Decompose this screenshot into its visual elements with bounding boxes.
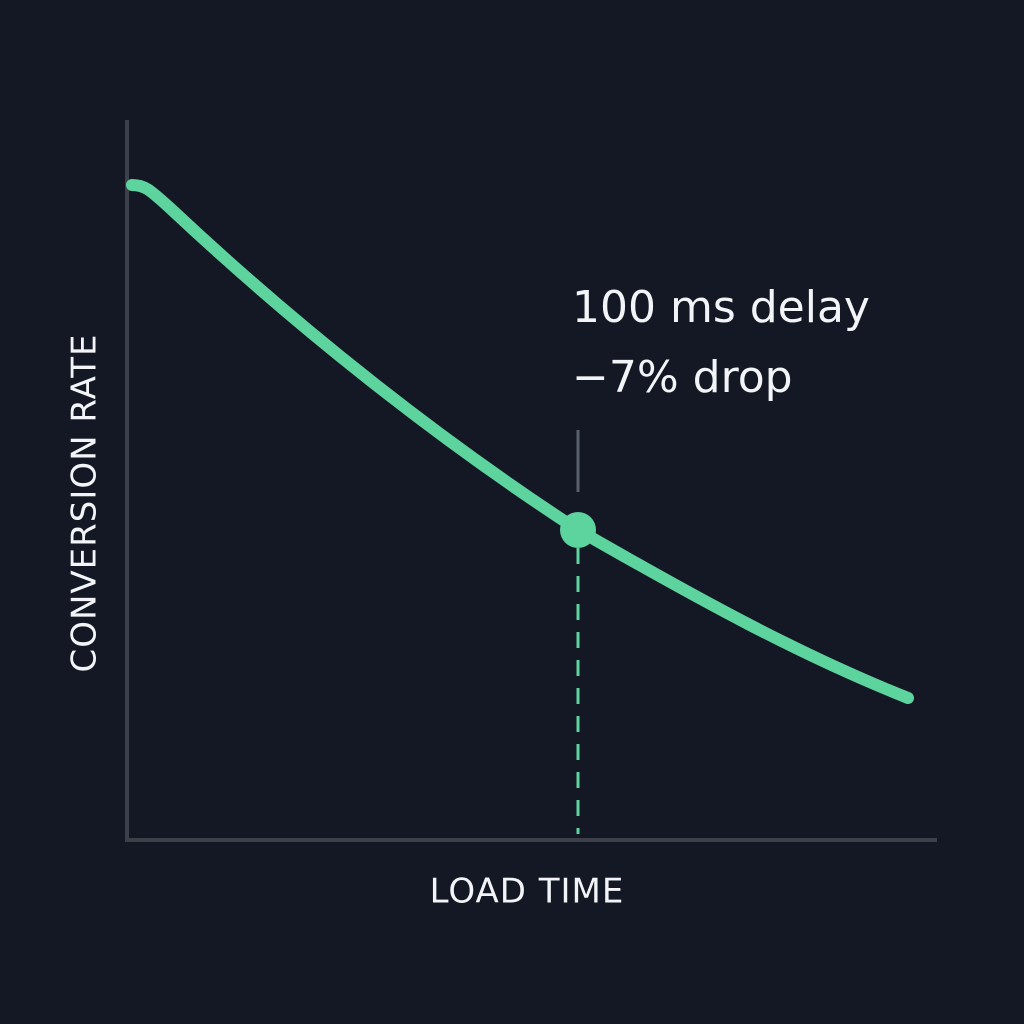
highlight-point bbox=[560, 512, 596, 548]
plot-area bbox=[126, 179, 914, 704]
annotation: −7% drop bbox=[572, 352, 793, 403]
y-axis-label: CONVERSION RATE bbox=[65, 333, 105, 672]
trend-curve bbox=[126, 179, 914, 704]
x-axis-label: LOAD TIME bbox=[430, 872, 625, 912]
annotation: 100 ms delay bbox=[572, 282, 870, 333]
